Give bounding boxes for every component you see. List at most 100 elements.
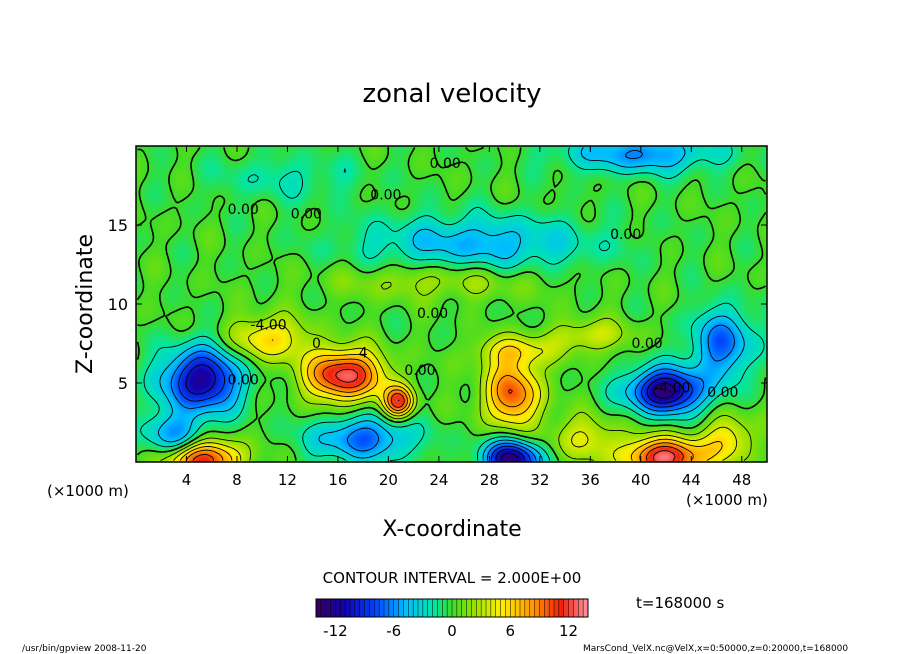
contour-label: 0 (312, 336, 321, 352)
y-tick-label: 5 (118, 374, 128, 393)
contour-lines (136, 146, 767, 461)
colorbar-segment (418, 599, 424, 617)
colorbar-segment (316, 599, 322, 617)
colorbar-tick-label: 12 (559, 622, 578, 640)
colorbar-segment (554, 599, 560, 617)
contour-label: 0.00 (370, 188, 401, 204)
x-tick-label: 32 (530, 471, 549, 489)
y-axis: 5 10 15 (108, 216, 767, 393)
contour-label: 0.00 (291, 207, 322, 223)
colorbar-segment (403, 599, 409, 617)
colorbar-segment (471, 599, 477, 617)
x-tick-label: 28 (480, 471, 499, 489)
x-tick-label: 40 (631, 471, 650, 489)
colorbar-segment (495, 599, 501, 617)
colorbar-segment (505, 599, 511, 617)
colorbar-segment (568, 599, 574, 617)
colorbar-segment (393, 599, 399, 617)
x-tick-label: 24 (429, 471, 448, 489)
colorbar-segment (447, 599, 453, 617)
colorbar-segment (398, 599, 404, 617)
colorbar-segment (350, 599, 356, 617)
colorbar-segment (437, 599, 443, 617)
colorbar-segment (534, 599, 540, 617)
x-tick-label: 8 (232, 471, 242, 489)
plot-area: 0.00 0.00 0.00 0.00 0.00 -4.00 0.00 0.00 0.00 -4.… (135, 145, 768, 463)
colorbar-segment (388, 599, 395, 617)
colorbar-segment (456, 599, 463, 617)
x-tick-label: 36 (581, 471, 600, 489)
contour-level (178, 357, 693, 461)
colorbar (315, 598, 589, 618)
x-tick-label: 12 (278, 471, 297, 489)
x-unit-left: (×1000 m) (47, 482, 129, 500)
colorbar-segment (364, 599, 370, 617)
contour-label: 0.00 (228, 373, 259, 389)
y-axis-label: Z-coordinate (73, 234, 98, 374)
contour-label: -4.00 (654, 380, 690, 396)
colorbar-tick-label: 0 (447, 622, 457, 640)
y-tick-label: 15 (108, 216, 128, 235)
contour-label: 0.00 (417, 306, 448, 322)
colorbar-segment (486, 599, 492, 617)
contour-level (192, 363, 684, 461)
colorbar-segment (335, 599, 341, 617)
colorbar-segment (490, 599, 497, 617)
contour-label: 0.00 (430, 156, 461, 172)
colorbar-segment (583, 599, 589, 617)
colorbar-segment (379, 599, 385, 617)
colorbar-segment (549, 599, 555, 617)
contour-level (173, 324, 738, 461)
colorbar-ticks: -12 -6 0 6 12 (323, 622, 578, 640)
contour-level (185, 358, 694, 461)
x-tick-label: 48 (732, 471, 751, 489)
contour-label: -4.00 (250, 317, 286, 333)
footer-right: MarsCond_VelX.nc@VelX,x=0:50000,z=0:2000… (583, 644, 848, 654)
colorbar-segment (515, 599, 521, 617)
contour-level (185, 364, 684, 461)
chart-title: zonal velocity (362, 79, 541, 109)
colorbar-segment (452, 599, 458, 617)
colorbar-segment (524, 599, 531, 617)
contour-level (157, 147, 745, 461)
colorbar-segment (427, 599, 433, 617)
colorbar-segment (359, 599, 365, 617)
colorbar-segment (330, 599, 336, 617)
x-tick-label: 4 (182, 471, 192, 489)
colorbar-segment (563, 599, 569, 617)
colorbar-segment (539, 599, 545, 617)
colorbar-segment (481, 599, 487, 617)
colorbar-segment (374, 599, 380, 617)
contour-level (136, 146, 767, 461)
colorbar-segment (573, 599, 579, 617)
colorbar-segment (558, 599, 565, 617)
x-tick-label: 20 (379, 471, 398, 489)
colorbar-segment (578, 599, 584, 617)
contour-level (140, 147, 765, 461)
contour-label: 4 (359, 346, 368, 362)
contour-level (501, 382, 676, 461)
contour-label: 0.00 (632, 336, 663, 352)
colorbar-segment (369, 599, 375, 617)
contour-label: 0.00 (610, 227, 641, 243)
colorbar-segment (466, 599, 472, 617)
x-tick-label: 16 (328, 471, 347, 489)
time-label: t=168000 s (636, 594, 724, 612)
colorbar-segment (354, 599, 361, 617)
colorbar-segment (340, 599, 346, 617)
colorbar-segment (422, 599, 429, 617)
colorbar-segment (413, 599, 419, 617)
colorbar-segment (345, 599, 351, 617)
x-axis-label: X-coordinate (382, 517, 521, 542)
contour-label: 0.00 (707, 385, 738, 401)
contour-labels: 0.00 0.00 0.00 0.00 0.00 -4.00 0.00 0.00 0.00 -4.… (228, 156, 739, 401)
colorbar-segment (408, 599, 414, 617)
colorbar-tick-label: -12 (323, 622, 348, 640)
colorbar-segment (325, 599, 331, 617)
colorbar-segment (500, 599, 506, 617)
y-tick-label: 10 (108, 295, 128, 314)
footer-left: /usr/bin/gpview 2008-11-20 (22, 644, 147, 654)
colorbar-segment (520, 599, 526, 617)
colorbar-tick-label: 6 (506, 622, 516, 640)
